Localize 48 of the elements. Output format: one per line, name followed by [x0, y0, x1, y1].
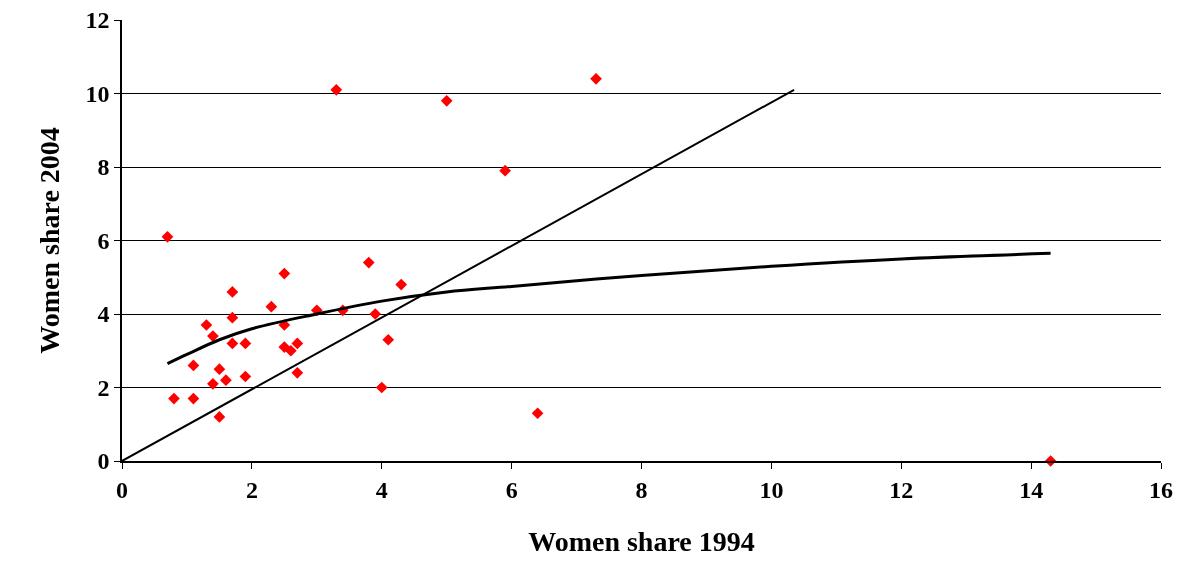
x-tick-label: 16 — [1149, 476, 1173, 503]
point — [531, 407, 544, 420]
y-tick-label: 2 — [97, 374, 110, 401]
y-tick-label: 0 — [97, 448, 110, 475]
point — [161, 230, 174, 243]
point — [375, 381, 388, 394]
point — [220, 374, 232, 386]
point — [207, 377, 219, 390]
point — [291, 337, 304, 350]
x-tick-label: 2 — [245, 476, 258, 503]
point — [278, 341, 291, 353]
point — [278, 267, 291, 280]
x-tick-label: 0 — [116, 476, 128, 503]
point — [213, 363, 226, 375]
x-tick-label: 6 — [505, 476, 518, 503]
point — [239, 370, 252, 383]
point — [590, 72, 602, 85]
y-tick-label: 12 — [85, 7, 110, 34]
point — [382, 333, 395, 346]
point — [168, 392, 180, 405]
point — [499, 164, 511, 177]
y-tick-label: 6 — [97, 227, 110, 254]
point — [265, 300, 278, 313]
x-tick-label: 10 — [759, 476, 784, 503]
y-axis-title: Women share 2004 — [33, 127, 65, 354]
x-axis-title: Women share 1994 — [528, 526, 755, 558]
point — [440, 95, 453, 107]
point — [291, 366, 304, 379]
y-tick-label: 10 — [85, 80, 110, 107]
y-tick-label: 4 — [97, 301, 110, 328]
x-tick-label: 4 — [375, 476, 388, 503]
x-tick-label: 14 — [1019, 476, 1044, 503]
y-tick-label: 8 — [97, 154, 110, 181]
x-tick-label: 12 — [889, 476, 914, 503]
point — [200, 319, 213, 331]
point — [213, 411, 226, 423]
point — [239, 337, 252, 350]
point — [226, 337, 239, 350]
point — [226, 286, 239, 298]
point — [362, 256, 375, 269]
point — [369, 308, 382, 320]
point — [187, 392, 200, 405]
point — [187, 359, 200, 372]
point — [284, 344, 297, 357]
point — [226, 311, 239, 324]
point — [395, 278, 408, 291]
point — [330, 83, 343, 96]
x-tick-label: 8 — [635, 476, 648, 503]
